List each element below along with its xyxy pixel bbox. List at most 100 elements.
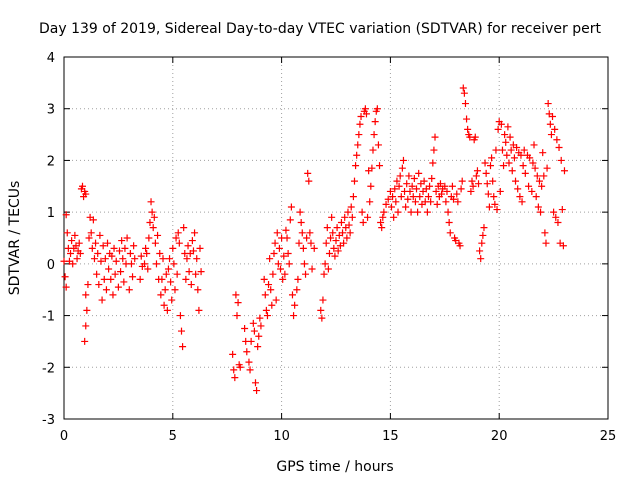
- data-point: [450, 195, 458, 203]
- data-point: [114, 283, 122, 291]
- data-point: [446, 229, 454, 237]
- data-point: [459, 84, 467, 92]
- data-point: [330, 244, 338, 252]
- data-point: [554, 218, 562, 226]
- data-point: [76, 250, 84, 258]
- data-point: [329, 229, 337, 237]
- x-tick-label: 25: [600, 429, 617, 444]
- data-point: [131, 255, 139, 263]
- data-point: [267, 286, 275, 294]
- data-point: [444, 208, 452, 216]
- data-point: [141, 260, 149, 268]
- data-point: [149, 224, 157, 232]
- data-point: [389, 193, 397, 201]
- data-point: [398, 164, 406, 172]
- data-point: [178, 327, 186, 335]
- data-point: [306, 229, 314, 237]
- data-point: [468, 177, 476, 185]
- x-tick-label: 5: [169, 429, 177, 444]
- data-point: [263, 312, 271, 320]
- data-point: [266, 255, 274, 263]
- data-point: [392, 198, 400, 206]
- data-point: [295, 239, 303, 247]
- plot-frame: [63, 56, 609, 420]
- data-point: [467, 187, 475, 195]
- data-point: [429, 159, 437, 167]
- data-point: [322, 239, 330, 247]
- data-point: [333, 224, 341, 232]
- data-point: [250, 327, 258, 335]
- data-point: [424, 193, 432, 201]
- y-axis-label: SDTVAR / TECUs: [7, 181, 23, 296]
- data-point: [430, 146, 438, 154]
- data-point: [507, 146, 515, 154]
- data-point: [340, 239, 348, 247]
- data-point: [271, 239, 279, 247]
- data-point: [120, 278, 128, 286]
- data-point: [357, 112, 365, 120]
- data-point: [192, 270, 200, 278]
- data-point: [188, 237, 196, 245]
- data-point: [319, 296, 327, 304]
- data-point: [175, 239, 183, 247]
- data-point: [291, 301, 299, 309]
- x-tick-label: 20: [491, 429, 508, 444]
- data-point: [423, 208, 431, 216]
- data-point: [265, 281, 273, 289]
- data-point: [477, 255, 485, 263]
- data-point: [428, 175, 436, 183]
- data-point: [282, 226, 290, 234]
- data-point: [405, 172, 413, 180]
- data-point: [457, 185, 465, 193]
- data-point: [409, 193, 417, 201]
- data-point: [88, 244, 96, 252]
- data-point: [269, 270, 277, 278]
- data-point: [492, 146, 500, 154]
- data-point: [532, 193, 540, 201]
- data-point: [260, 275, 268, 283]
- data-point: [508, 167, 516, 175]
- data-point: [87, 229, 95, 237]
- data-point: [169, 244, 177, 252]
- data-point: [560, 167, 568, 175]
- data-point: [245, 358, 253, 366]
- data-point: [274, 260, 282, 268]
- data-point: [303, 234, 311, 242]
- data-point: [503, 151, 511, 159]
- data-point: [275, 244, 283, 252]
- data-point: [63, 229, 71, 237]
- data-point: [277, 265, 285, 273]
- data-point: [184, 242, 192, 250]
- data-point: [92, 239, 100, 247]
- data-point: [156, 250, 164, 258]
- data-point: [512, 177, 520, 185]
- data-point: [382, 200, 390, 208]
- data-point: [500, 162, 508, 170]
- data-point: [504, 123, 512, 131]
- data-point: [287, 203, 295, 211]
- data-point: [453, 190, 461, 198]
- data-point: [460, 89, 468, 97]
- data-point: [137, 252, 145, 260]
- data-point: [168, 296, 176, 304]
- data-point: [518, 198, 526, 206]
- data-point: [337, 218, 345, 226]
- data-point: [84, 281, 92, 289]
- data-point: [408, 182, 416, 190]
- data-point: [547, 131, 555, 139]
- data-point: [461, 100, 469, 108]
- data-point: [147, 198, 155, 206]
- data-point: [179, 343, 187, 351]
- data-point: [324, 265, 332, 273]
- data-point: [160, 301, 168, 309]
- data-point: [243, 348, 251, 356]
- data-point: [502, 138, 510, 146]
- data-point: [115, 247, 123, 255]
- data-point: [396, 172, 404, 180]
- data-point: [159, 255, 167, 263]
- data-point: [247, 337, 255, 345]
- data-point: [538, 182, 546, 190]
- data-point: [321, 260, 329, 268]
- data-point: [108, 252, 116, 260]
- data-point: [353, 151, 361, 159]
